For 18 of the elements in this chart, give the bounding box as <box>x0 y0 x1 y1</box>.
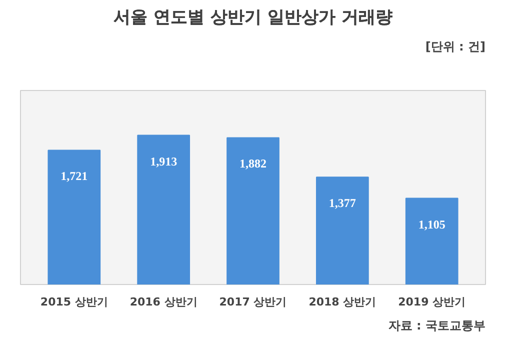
bar <box>48 150 101 284</box>
data-label: 1,721 <box>60 169 88 184</box>
bar <box>316 176 369 284</box>
bar <box>137 134 190 284</box>
chart-title: 서울 연도별 상반기 일반상가 거래량 <box>114 8 392 28</box>
x-tick-label: 2017 상반기 <box>219 296 287 308</box>
bar <box>226 137 280 284</box>
data-label: 1,882 <box>240 156 266 171</box>
x-tick-label: 2019 상반기 <box>398 296 466 308</box>
text: [단위 : 건] <box>425 40 486 54</box>
x-tick-label: 2016 상반기 <box>130 296 198 308</box>
data-label: 1,105 <box>418 217 446 232</box>
text: 자료 : 국토교통부 <box>388 318 486 332</box>
x-tick-label: 2015 상반기 <box>40 296 108 308</box>
data-label: 1,377 <box>328 196 356 210</box>
x-tick-label: 2018 상반기 <box>308 296 376 308</box>
bar <box>405 198 458 284</box>
data-label: 1,913 <box>150 154 178 168</box>
